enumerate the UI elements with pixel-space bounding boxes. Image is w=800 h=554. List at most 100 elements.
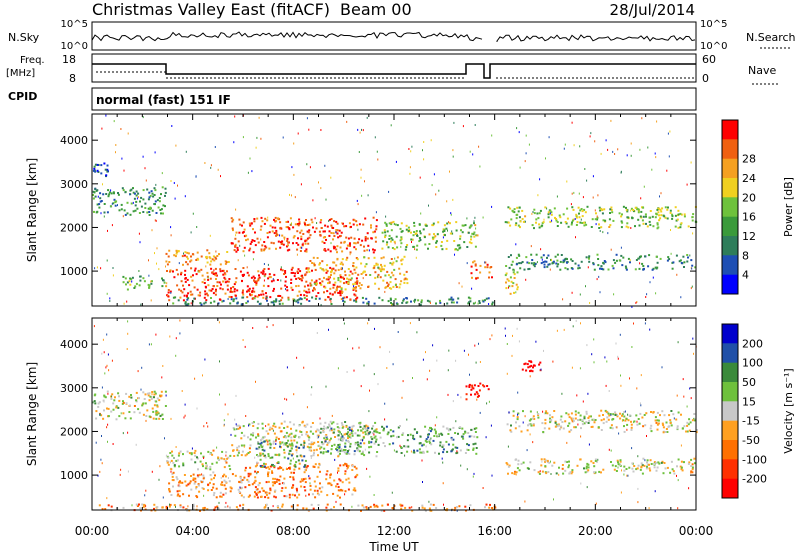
velocity-cell	[254, 486, 257, 489]
velocity-cell	[201, 463, 204, 466]
velocity-cell	[304, 477, 307, 480]
power-cell	[316, 282, 318, 285]
velocity-cell	[353, 453, 356, 456]
power-cell	[361, 239, 364, 242]
velocity-cell	[425, 440, 428, 443]
velocity-cell	[261, 437, 264, 440]
power-cell	[625, 206, 627, 209]
power-cell	[382, 279, 385, 282]
velocity-cell	[630, 428, 633, 431]
power-cell	[645, 215, 647, 218]
power-cell	[275, 229, 278, 232]
velocity-cell	[474, 431, 477, 433]
power-cell	[541, 224, 544, 227]
velocity-cell	[101, 435, 102, 437]
power-cell	[134, 209, 137, 212]
power-cell	[401, 301, 404, 304]
power-cell	[94, 170, 97, 173]
power-cell	[115, 144, 117, 146]
power-cell	[380, 257, 383, 260]
power-cell	[258, 116, 260, 119]
velocity-cell	[301, 479, 304, 482]
velocity-cell	[172, 461, 175, 464]
power-cell	[360, 176, 362, 179]
velocity-cell	[251, 422, 254, 424]
velocity-cell	[321, 443, 324, 446]
velocity-cell	[690, 471, 692, 474]
velocity-cell	[188, 452, 191, 455]
power-cell	[258, 274, 260, 277]
power-cell	[345, 247, 348, 250]
velocity-cell	[196, 496, 199, 499]
velocity-cell	[522, 421, 524, 424]
power-cell	[246, 300, 249, 303]
power-cell	[304, 250, 307, 253]
power-cell	[677, 213, 680, 216]
power-cell	[670, 252, 672, 255]
velocity-cell	[194, 449, 197, 452]
velocity-cell	[633, 420, 636, 423]
power-cell	[121, 157, 123, 160]
power-cell	[313, 288, 315, 291]
power-cell	[234, 237, 237, 240]
power-cell	[273, 232, 276, 235]
power-cell	[135, 282, 138, 285]
velocity-cell	[616, 459, 619, 462]
velocity-cell	[151, 393, 153, 396]
velocity-cell	[691, 468, 694, 471]
velocity-cell	[247, 472, 250, 475]
power-cell	[286, 289, 289, 292]
power-cell	[609, 212, 611, 214]
velocity-cell	[148, 415, 151, 418]
velocity-cell	[373, 442, 376, 445]
power-cell	[150, 282, 153, 285]
power-cell	[214, 290, 217, 293]
power-cell	[671, 213, 674, 216]
power-cell	[322, 230, 325, 233]
velocity-cell	[602, 422, 605, 425]
power-cell	[200, 255, 203, 258]
velocity-cell	[422, 451, 425, 454]
velocity-cell	[241, 450, 244, 453]
power-cell	[651, 268, 654, 271]
velocity-cell	[412, 437, 415, 440]
velocity-cell	[300, 455, 303, 458]
power-cell	[323, 291, 325, 294]
power-cell	[630, 209, 632, 212]
velocity-cell	[168, 488, 171, 491]
velocity-cell	[122, 432, 124, 435]
velocity-cell	[310, 425, 313, 428]
power-cell	[611, 211, 614, 214]
power-cell	[232, 229, 234, 232]
velocity-cell	[543, 427, 546, 430]
velocity-cell	[515, 473, 517, 476]
power-cell	[551, 259, 552, 262]
colorbar-tick-label: -100	[742, 453, 767, 466]
power-cell	[557, 263, 560, 266]
power-cell	[343, 300, 346, 303]
power-cell	[519, 220, 522, 223]
power-cell	[598, 275, 600, 278]
power-cell	[275, 231, 278, 234]
velocity-cell	[537, 413, 540, 415]
velocity-cell	[122, 412, 125, 415]
colorbar-swatch	[722, 343, 738, 364]
power-cell	[669, 209, 672, 212]
power-cell	[284, 284, 287, 287]
colorbar-frame	[721, 119, 739, 295]
power-cell	[578, 266, 581, 269]
power-cell	[137, 196, 139, 199]
velocity-cell	[110, 410, 113, 413]
velocity-cell	[628, 414, 631, 417]
velocity-cell	[322, 452, 325, 455]
velocity-cell	[287, 435, 290, 438]
power-cell	[334, 269, 337, 272]
power-cell	[160, 208, 163, 211]
power-cell	[204, 290, 207, 293]
power-cell	[478, 300, 481, 303]
velocity-cell	[127, 320, 129, 323]
velocity-cell	[693, 352, 694, 355]
power-cell	[296, 230, 299, 233]
power-cell	[286, 240, 289, 242]
power-cell	[295, 285, 298, 288]
